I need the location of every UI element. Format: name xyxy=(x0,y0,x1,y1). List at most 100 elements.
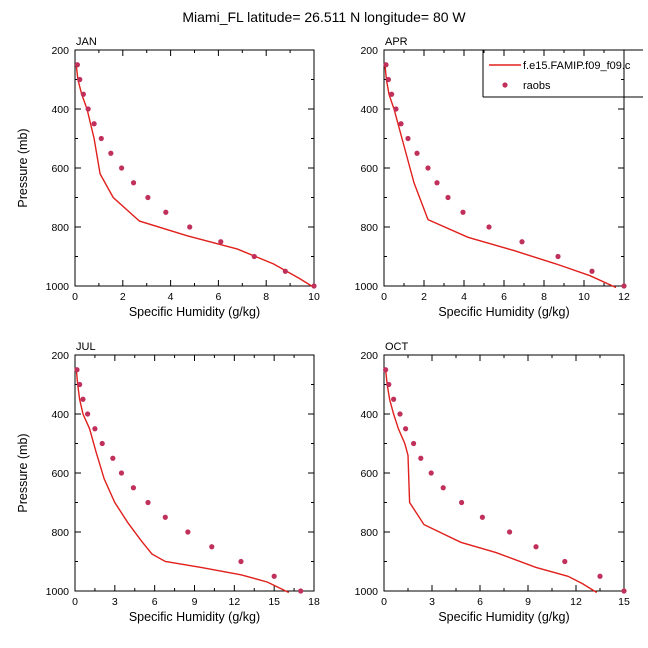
data-point-raobs xyxy=(405,135,411,142)
data-point-raobs xyxy=(445,194,451,201)
x-axis-label: Specific Humidity (g/kg) xyxy=(129,305,260,319)
data-point-raobs xyxy=(80,396,86,402)
data-point-raobs xyxy=(391,396,397,402)
x-tick-label: 9 xyxy=(192,596,198,608)
data-point-raobs xyxy=(519,239,525,245)
y-tick-label: 1000 xyxy=(355,586,379,598)
x-tick-label: 10 xyxy=(308,291,320,303)
data-point-raobs xyxy=(118,470,125,476)
x-tick-label: 18 xyxy=(308,596,320,608)
data-point-raobs xyxy=(130,180,137,186)
data-point-raobs xyxy=(383,62,389,68)
data-point-raobs xyxy=(162,514,168,520)
x-tick-label: 0 xyxy=(381,291,387,303)
panel-label: JUL xyxy=(76,341,96,353)
data-point-raobs xyxy=(555,253,561,260)
data-point-raobs xyxy=(209,544,215,550)
data-point-raobs xyxy=(425,165,431,171)
data-point-raobs xyxy=(403,426,409,432)
chart-panel-oct: OCT 0 3 6 9 12 15 200 400 600 800 1000 Specific Humi… xyxy=(355,341,630,624)
data-point-raobs xyxy=(434,180,440,186)
y-tick-label: 200 xyxy=(360,45,378,57)
series-line-model xyxy=(384,64,617,289)
data-point-raobs xyxy=(185,529,191,535)
panel-label: APR xyxy=(385,36,408,48)
data-point-raobs xyxy=(80,91,86,97)
data-point-raobs xyxy=(74,62,80,68)
data-point-raobs xyxy=(385,76,391,83)
y-tick-label: 600 xyxy=(360,163,378,175)
y-tick-label: 600 xyxy=(51,468,69,480)
figure-title: Miami_FL latitude= 26.511 N longitude= 8… xyxy=(182,9,466,25)
y-tick-label: 1000 xyxy=(355,281,379,293)
x-tick-label: 8 xyxy=(541,291,547,303)
data-point-raobs xyxy=(459,499,465,506)
legend-label-model: f.e15.FAMIP.f09_f09.c xyxy=(523,60,631,72)
series-line-model xyxy=(75,64,312,287)
x-tick-label: 6 xyxy=(215,291,221,303)
data-point-raobs xyxy=(238,558,244,565)
data-point-raobs xyxy=(562,558,568,565)
data-point-raobs xyxy=(271,573,277,579)
data-point-raobs xyxy=(251,253,257,260)
x-tick-label: 12 xyxy=(618,291,630,303)
y-tick-label: 1000 xyxy=(46,586,70,598)
y-tick-label: 400 xyxy=(360,409,378,421)
data-point-raobs xyxy=(418,455,424,461)
x-tick-label: 10 xyxy=(578,291,590,303)
data-point-raobs xyxy=(110,455,116,461)
data-point-raobs xyxy=(108,150,114,156)
data-point-raobs xyxy=(383,367,389,373)
data-point-raobs xyxy=(77,381,83,388)
series-line-model xyxy=(384,369,598,594)
x-tick-label: 12 xyxy=(570,596,582,608)
x-axis-label: Specific Humidity (g/kg) xyxy=(438,610,569,624)
x-axis-label: Specific Humidity (g/kg) xyxy=(438,305,569,319)
legend-swatch-marker xyxy=(502,82,508,88)
series-line-model xyxy=(75,369,290,594)
x-tick-label: 9 xyxy=(525,596,531,608)
y-tick-label: 400 xyxy=(360,104,378,116)
plot-frame xyxy=(74,354,315,592)
x-tick-label: 4 xyxy=(461,291,467,303)
data-point-raobs xyxy=(282,268,288,274)
y-tick-label: 400 xyxy=(51,104,69,116)
data-point-raobs xyxy=(597,573,603,579)
x-tick-label: 0 xyxy=(381,596,387,608)
chart-panel-jan: JAN 0 2 4 6 8 10 200 400 600 800 1000 Specific Humid… xyxy=(16,36,320,319)
data-point-raobs xyxy=(621,588,627,594)
data-point-raobs xyxy=(85,411,91,417)
data-point-raobs xyxy=(621,283,627,289)
x-tick-label: 6 xyxy=(152,596,158,608)
data-point-raobs xyxy=(91,121,97,127)
data-point-raobs xyxy=(145,499,151,506)
data-point-raobs xyxy=(187,224,193,230)
data-point-raobs xyxy=(479,514,485,520)
data-point-raobs xyxy=(119,165,125,171)
data-point-raobs xyxy=(533,544,539,550)
y-axis-label: Pressure (mb) xyxy=(16,433,30,512)
x-tick-label: 15 xyxy=(618,596,630,608)
y-tick-label: 800 xyxy=(360,222,378,234)
y-tick-label: 200 xyxy=(360,350,378,362)
x-tick-label: 3 xyxy=(112,596,118,608)
plot-frame xyxy=(74,49,315,287)
chart-panel-apr: APR 0 2 4 6 8 10 12 200 400 600 800 1000 Specific Hum… xyxy=(355,36,630,319)
data-point-raobs xyxy=(398,121,404,127)
chart-panel-jul: JUL 0 3 6 9 12 15 18 200 400 600 800 1000 Specific Hu… xyxy=(16,341,320,624)
x-tick-label: 2 xyxy=(120,291,126,303)
x-tick-label: 12 xyxy=(228,596,240,608)
data-point-raobs xyxy=(486,224,492,230)
x-tick-label: 4 xyxy=(168,291,174,303)
data-point-raobs xyxy=(163,209,169,215)
y-tick-label: 800 xyxy=(360,527,378,539)
x-tick-label: 8 xyxy=(263,291,269,303)
data-point-raobs xyxy=(460,209,466,215)
data-point-raobs xyxy=(589,268,595,274)
data-point-raobs xyxy=(74,367,80,373)
legend-label-raobs: raobs xyxy=(523,80,551,92)
data-point-raobs xyxy=(440,485,446,491)
